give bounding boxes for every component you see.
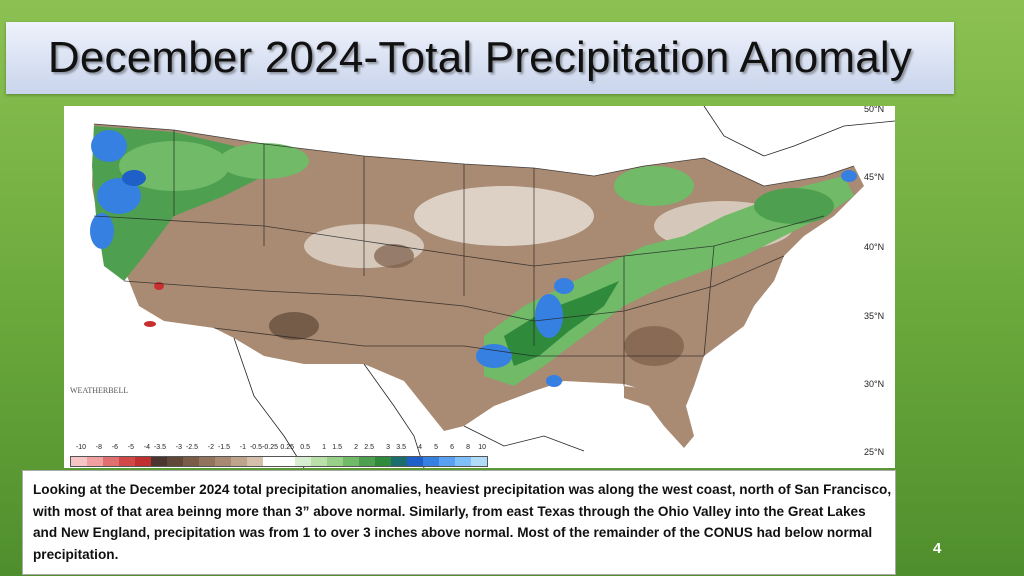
colorbar-tick-label: -1.5 [217, 444, 230, 451]
slide-number: 4 [933, 540, 942, 557]
colorbar-swatch [391, 457, 407, 466]
colorbar-tick-label: 2.5 [364, 444, 374, 451]
colorbar-tick-label: -3 [175, 444, 182, 451]
colorbar-tick-label: -2.5 [185, 444, 198, 451]
colorbar-tick-label: -8 [95, 444, 102, 451]
colorbar-tick-label: 8 [466, 444, 470, 451]
colorbar-tick-label: 2 [354, 444, 358, 451]
colorbar-swatch [183, 457, 199, 466]
logo-text: WEATHERBELL [70, 386, 129, 395]
colorbar-swatch [231, 457, 247, 466]
colorbar-swatch [359, 457, 375, 466]
colorbar-swatch [199, 457, 215, 466]
colorbar-swatch [343, 457, 359, 466]
colorbar-tick-label: -6 [111, 444, 118, 451]
precipitation-anomaly-map: 50°N 45°N 40°N 35°N 30°N 25°N WEATHERBEL… [64, 106, 895, 468]
slide-title: December 2024-Total Precipitation Anomal… [47, 33, 913, 82]
colorbar-swatch [247, 457, 263, 466]
colorbar-swatch [103, 457, 119, 466]
lat-label-45: 45°N [864, 172, 885, 182]
colorbar-swatch [311, 457, 327, 466]
colorbar-swatch [135, 457, 151, 466]
colorbar-swatch [87, 457, 103, 466]
colorbar-swatch [263, 457, 279, 466]
colorbar-tick-label: -3.5 [153, 444, 166, 451]
colorbar-tick-label: -0.5 [249, 444, 262, 451]
colorbar-swatch [455, 457, 471, 466]
colorbar-tick-label: -1 [239, 444, 246, 451]
colorbar-swatch [119, 457, 135, 466]
caption-box: Looking at the December 2024 total preci… [22, 470, 896, 575]
lat-label-35: 35°N [864, 311, 885, 321]
colorbar-swatch [375, 457, 391, 466]
colorbar-tick-label: 6 [450, 444, 454, 451]
lat-label-40: 40°N [864, 242, 885, 252]
weatherbell-logo: WEATHERBELL [70, 386, 140, 416]
title-banner: December 2024-Total Precipitation Anomal… [6, 22, 954, 94]
colorbar-tick-label: 4 [418, 444, 422, 451]
colorbar-tick-label: 10 [478, 444, 486, 451]
colorbar-swatch [279, 457, 295, 466]
colorbar-swatch [423, 457, 439, 466]
colorbar-tick-label: -4 [143, 444, 150, 451]
colorbar-swatch [151, 457, 167, 466]
colorbar-tick-label: 5 [434, 444, 438, 451]
colorbar-tick-label: -5 [127, 444, 134, 451]
lat-label-30: 30°N [864, 379, 885, 389]
colorbar-tick-label: 0.25 [280, 444, 294, 451]
colorbar-tick-label: 3 [386, 444, 390, 451]
colorbar-tick-label: 3.5 [396, 444, 406, 451]
colorbar-legend [70, 456, 488, 467]
lat-label-25: 25°N [864, 447, 885, 457]
colorbar-swatch [327, 457, 343, 466]
caption-text: Looking at the December 2024 total preci… [33, 482, 892, 562]
colorbar-swatch [439, 457, 455, 466]
colorbar-swatch [71, 457, 87, 466]
colorbar-swatch [167, 457, 183, 466]
colorbar-labels: -10 -8 -6 -5 -4 -3.5 -3 -2.5 -2 -1.5 -1 -0.5-0.25 0.… [70, 444, 486, 451]
colorbar-swatch [295, 457, 311, 466]
colorbar-tick-label: -0.25 [262, 444, 278, 451]
map-canvas [64, 106, 895, 468]
colorbar-tick-label: 0.5 [300, 444, 310, 451]
colorbar-swatch [471, 457, 487, 466]
lat-label-50: 50°N [864, 106, 885, 114]
colorbar-tick-label: -10 [75, 444, 86, 451]
colorbar-tick-label: 1.5 [332, 444, 342, 451]
colorbar-tick-label: -2 [207, 444, 214, 451]
colorbar-swatch [407, 457, 423, 466]
colorbar-swatch [215, 457, 231, 466]
colorbar-tick-label: 1 [322, 444, 326, 451]
